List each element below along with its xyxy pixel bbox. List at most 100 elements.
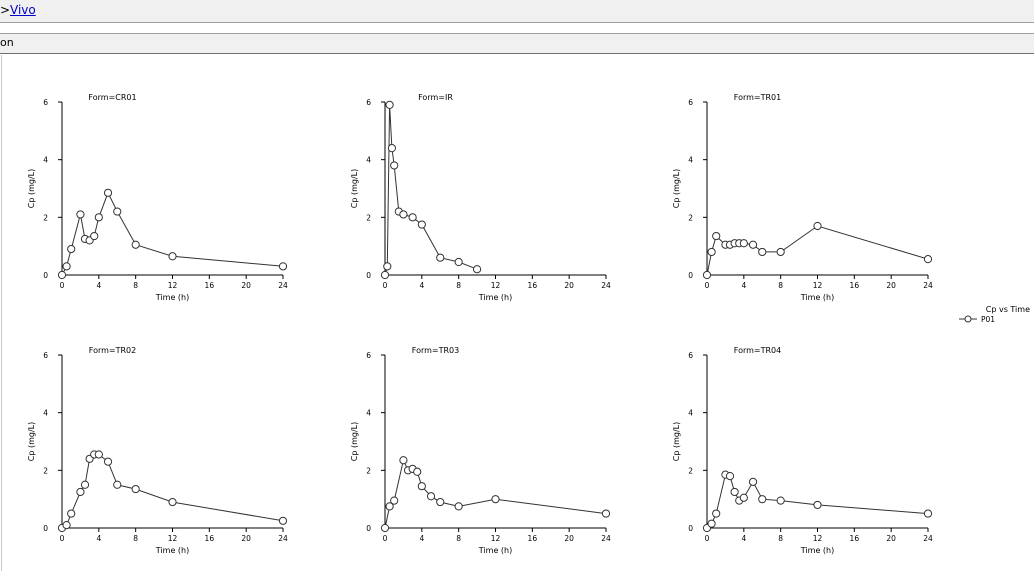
panel-6-data-point	[813, 500, 822, 510]
panel-1-x-tick-label: 12	[168, 281, 178, 290]
panel-6-data-point	[730, 487, 739, 497]
panel-4-y-tick-label: 6	[43, 351, 48, 360]
panel-3-x-tick-label: 20	[886, 281, 896, 290]
panel-6-data-point	[707, 519, 716, 528]
panel-2-data-point	[385, 100, 394, 109]
panel-4-data-point	[168, 497, 177, 507]
panel-3-x-tick-label: 16	[850, 281, 860, 290]
panel-3-data-point	[758, 247, 767, 257]
panel-5-data-point	[491, 495, 500, 504]
panel-6-x-tick-label: 20	[886, 534, 896, 543]
panel-5-y-tick-label: 2	[366, 466, 371, 475]
panel-1-data-point	[131, 240, 140, 249]
panel-4-data-point	[103, 457, 113, 466]
panel-1-x-tick-label: 16	[205, 281, 215, 290]
panel-6-data-point	[748, 477, 758, 486]
panel-5-x-axis-label: Time (h)	[478, 546, 512, 555]
panel-4-x-axis-label: Time (h)	[155, 546, 189, 555]
panel-1-data-point	[168, 252, 177, 261]
panel-2-y-tick-label: 2	[366, 213, 371, 222]
panel-5-data-point	[426, 492, 436, 501]
panel-4-x-tick-label: 20	[241, 534, 251, 543]
legend-entry-label: P01	[981, 315, 995, 324]
panel-6-x-tick-label: 12	[813, 534, 823, 543]
panel-4-data-point	[80, 480, 90, 489]
panel-2-x-tick-label: 4	[419, 281, 424, 290]
panel-5-y-tick-label: 4	[366, 409, 371, 418]
panel-4-data-point	[67, 509, 76, 518]
panel-6-x-tick-label: 16	[850, 534, 860, 543]
breadcrumb-bar: > Vivo	[0, 0, 1034, 23]
panel-1-data-point	[103, 188, 113, 197]
panel-4-y-axis-label: Cp (mg/L)	[27, 422, 36, 461]
tab-bar: on	[0, 33, 1034, 54]
panel-2-x-tick-label: 8	[456, 281, 461, 290]
panel-1-data-point	[76, 210, 85, 219]
panel-5-data-point	[436, 497, 445, 507]
panel-4-data-point	[94, 450, 103, 459]
panel-4-series-line	[61, 454, 284, 529]
panel-6-data-point	[923, 509, 933, 518]
panel-1-title: Form=CR01	[88, 93, 136, 102]
panel-4-y-tick-label: 0	[43, 524, 48, 533]
panel-3-y-axis-label: Cp (mg/L)	[672, 169, 681, 208]
panel-4-x-tick-label: 8	[133, 534, 138, 543]
panel-4-data-point	[131, 484, 140, 494]
panel-2-title: Form=IR	[418, 93, 453, 102]
panel-5-x-tick-label: 12	[491, 534, 501, 543]
tab-label[interactable]: on	[0, 36, 14, 49]
panel-3-x-tick-label: 12	[813, 281, 823, 290]
panel-5-x-tick-label: 20	[564, 534, 574, 543]
panel-6-data-point	[758, 495, 767, 504]
panel-2-x-axis-label: Time (h)	[478, 293, 512, 302]
panel-2-data-point	[436, 253, 445, 262]
panel-5-data-point	[380, 523, 390, 533]
panel-3-data-point	[813, 221, 822, 231]
panel-6-title: Form=TR04	[734, 346, 781, 355]
panel-2-data-point	[390, 161, 399, 170]
panel-5-title: Form=TR03	[412, 346, 459, 355]
panel-2-x-tick-label: 20	[564, 281, 574, 290]
panel-1-data-point	[278, 262, 288, 271]
panel-3-y-tick-label: 6	[688, 98, 693, 107]
panel-1-y-tick-label: 2	[43, 213, 48, 222]
panel-2-data-point	[380, 270, 390, 280]
panel-3-x-tick-label: 24	[923, 281, 933, 290]
panel-5-data-point	[413, 467, 422, 476]
panel-2-data-point	[417, 220, 426, 229]
panel-5-x-tick-label: 8	[456, 534, 461, 543]
panel-3-y-tick-label: 0	[688, 271, 693, 280]
panel-5-data-point	[454, 502, 463, 511]
panel-6-data-point	[739, 493, 748, 502]
panel-2-y-tick-label: 6	[366, 98, 371, 107]
panel-6-x-axis-label: Time (h)	[800, 546, 834, 555]
panel-5-y-tick-label: 0	[366, 524, 371, 533]
panel-5-data-point	[417, 482, 426, 491]
panel-1-x-tick-label: 20	[241, 281, 251, 290]
panel-4-data-point	[278, 516, 288, 525]
panel-6-y-axis-label: Cp (mg/L)	[672, 422, 681, 461]
panel-5-y-axis-label: Cp (mg/L)	[350, 422, 359, 461]
panel-1-data-point	[62, 262, 71, 271]
panel-2-data-point	[408, 213, 417, 222]
panel-6-y-tick-label: 2	[688, 466, 693, 475]
panel-3-data-point	[712, 231, 721, 241]
panel-5-x-tick-label: 4	[419, 534, 424, 543]
panel-6-y-tick-label: 6	[688, 351, 693, 360]
panel-4-title: Form=TR02	[89, 346, 136, 355]
breadcrumb-link-vivo[interactable]: Vivo	[10, 3, 36, 17]
panel-6-data-point	[776, 496, 785, 505]
panel-3-title: Form=TR01	[734, 93, 781, 102]
panel-5-data-point	[601, 509, 611, 518]
panel-1-x-axis-label: Time (h)	[155, 293, 189, 302]
panel-1-x-tick-label: 8	[133, 281, 138, 290]
panel-2-x-tick-label: 0	[383, 281, 388, 290]
panel-3-data-point	[707, 247, 716, 257]
panel-2-x-tick-label: 12	[491, 281, 501, 290]
panel-2-data-point	[399, 210, 408, 219]
panel-3-x-tick-label: 0	[705, 281, 710, 290]
legend-title: Cp vs Time	[986, 305, 1030, 314]
panel-2-y-tick-label: 0	[366, 271, 371, 280]
panel-1-data-point	[94, 213, 103, 222]
